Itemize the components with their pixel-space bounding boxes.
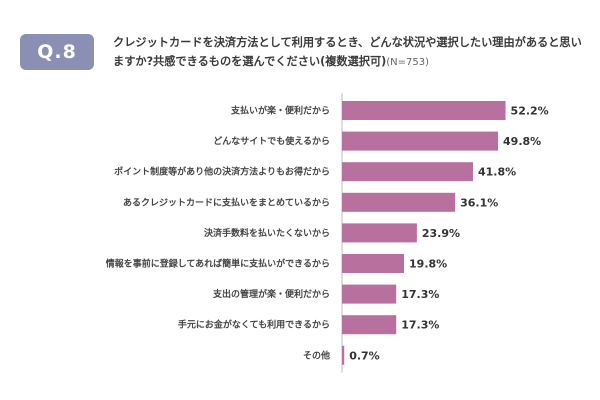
bar: [342, 223, 417, 243]
value-label: 41.8%: [478, 166, 516, 179]
bar: [342, 162, 473, 182]
category-label: 支出の管理が楽・便利だから: [212, 288, 330, 300]
value-label: 17.3%: [401, 288, 439, 301]
bar: [342, 254, 405, 273]
bar: [342, 284, 397, 304]
value-label: 49.8%: [503, 135, 541, 148]
question-number-badge: Q.8: [20, 34, 94, 70]
bar: [342, 192, 456, 212]
value-label: 52.2%: [511, 105, 549, 118]
category-label: 手元にお金がなくても利用できるから: [178, 319, 330, 331]
bar: [342, 345, 345, 365]
category-label: あるクレジットカードに支払いをまとめているから: [123, 196, 330, 208]
bar: [342, 315, 397, 335]
category-label: 支払いが楽・便利だから: [230, 105, 330, 117]
category-label: その他: [303, 349, 330, 361]
category-label: どんなサイトでも使えるから: [213, 135, 330, 147]
bar: [342, 131, 499, 151]
value-label: 17.3%: [401, 319, 439, 332]
value-label: 19.8%: [409, 258, 447, 271]
bar: [342, 101, 506, 120]
question-text-block: クレジットカードを決済方法として利用するとき、どんな状況や選択したい理由があると…: [113, 33, 583, 72]
value-label: 0.7%: [349, 349, 380, 362]
category-label: 決済手数料を払いたくないから: [204, 227, 330, 239]
category-label: ポイント制度等があり他の決済方法よりもお得だから: [114, 166, 330, 178]
sample-size: (N=753): [386, 57, 429, 68]
question-text: クレジットカードを決済方法として利用するとき、どんな状況や選択したい理由があると…: [113, 36, 582, 68]
value-label: 23.9%: [422, 227, 460, 240]
category-label: 情報を事前に登録してあれば簡単に支払いができるから: [105, 258, 330, 270]
value-label: 36.1%: [460, 196, 498, 209]
